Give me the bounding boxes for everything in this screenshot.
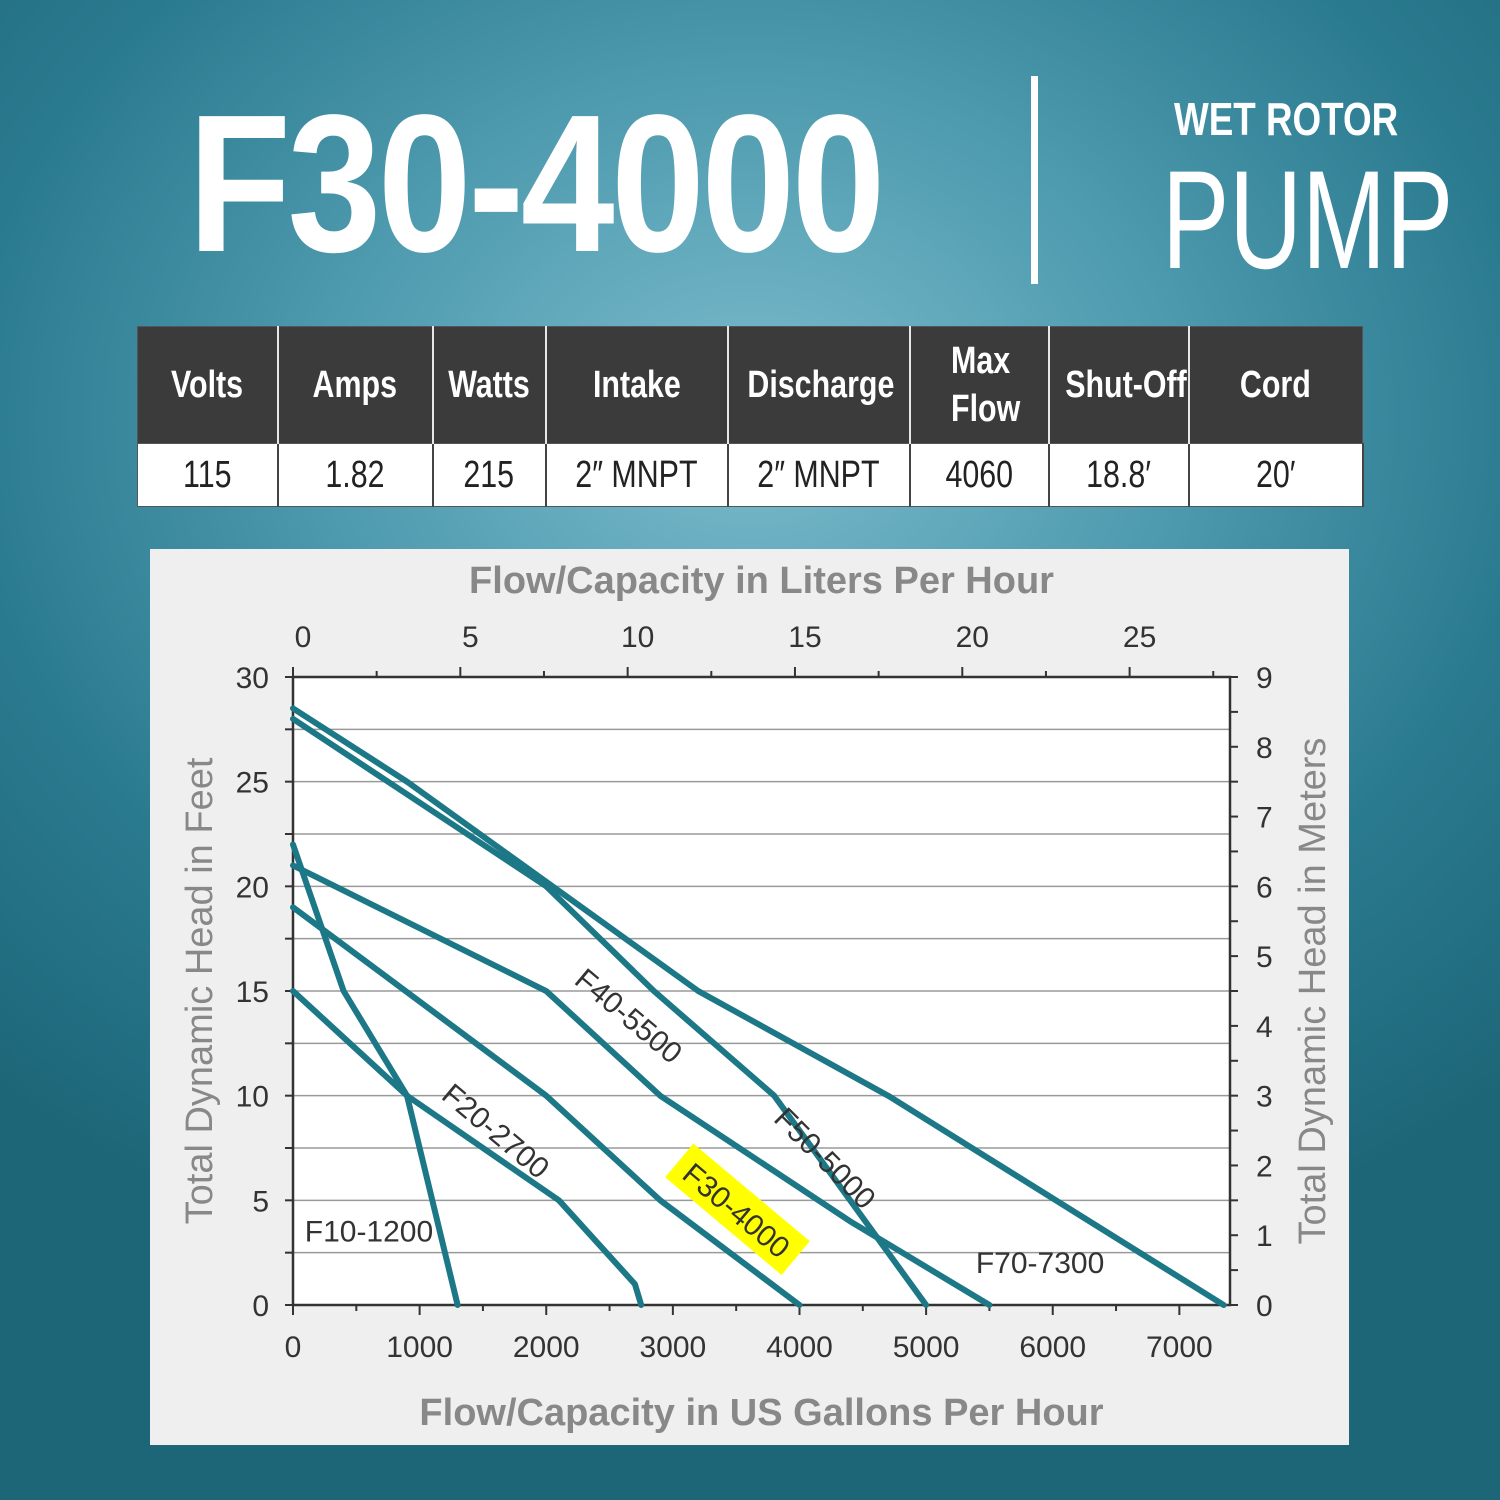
y2-tick-label: 5 — [1256, 941, 1273, 974]
model-title: F30-4000 — [188, 74, 885, 293]
spec-value-intake: 2″ MNPT — [545, 443, 729, 507]
y-tick-label: 0 — [252, 1290, 269, 1323]
x-tick-label: 2000 — [513, 1331, 580, 1364]
pump-curve-card: 0 1000 2000 3000 4000 5000 6000 7000 0 5 10 15 20 25 0… — [150, 549, 1349, 1445]
spec-header-intake: Intake — [545, 326, 729, 444]
spec-value-max-flow: 4060 — [909, 443, 1050, 507]
x2-tick-label: 20 — [956, 621, 989, 654]
y2-tick-label: 1 — [1256, 1220, 1273, 1253]
spec-header-amps: Amps — [277, 326, 434, 444]
series-line-f50-5000 — [290, 715, 930, 1308]
spec-value-watts: 215 — [432, 443, 547, 507]
spec-value-discharge: 2″ MNPT — [727, 443, 911, 507]
series-label-highlight — [665, 1143, 810, 1275]
spec-header-max-flow: Max Flow — [909, 326, 1050, 444]
y-axis-title: Total Dynamic Head in Feet — [179, 757, 221, 1224]
spec-header-shut-off: Shut-Off — [1048, 326, 1190, 444]
x-axis-title: Flow/Capacity in US Gallons Per Hour — [419, 1392, 1103, 1434]
y2-axis-title: Total Dynamic Head in Meters — [1292, 738, 1334, 1245]
pump-type-label: WET ROTOR — [1174, 93, 1399, 145]
y-tick-label: 25 — [236, 767, 269, 800]
x-tick-label: 5000 — [893, 1331, 960, 1364]
series-line-f70-7300 — [290, 705, 1227, 1308]
series-line-f40-5500 — [290, 862, 993, 1308]
x-tick-label: 0 — [285, 1331, 302, 1364]
series-line-f20-2700 — [290, 988, 645, 1308]
specs-value-row: 115 1.82 215 2″ MNPT 2″ MNPT 4060 18.8′ … — [137, 443, 1364, 507]
y2-tick-label: 4 — [1256, 1011, 1273, 1044]
spec-value-amps: 1.82 — [277, 443, 434, 507]
title-divider — [1031, 76, 1038, 284]
y-tick-label: 10 — [236, 1081, 269, 1114]
y2-tick-label: 9 — [1256, 662, 1273, 695]
y2-tick-label: 7 — [1256, 802, 1273, 835]
x2-tick-label: 10 — [621, 621, 654, 654]
x-tick-label: 4000 — [766, 1331, 833, 1364]
y-tick-label: 30 — [236, 662, 269, 695]
x2-tick-label: 25 — [1123, 621, 1156, 654]
spec-header-discharge: Discharge — [727, 326, 911, 444]
spec-value-volts: 115 — [137, 443, 279, 507]
y-tick-label: 15 — [236, 976, 269, 1009]
spec-header-watts: Watts — [432, 326, 547, 444]
y-tick-label: 20 — [236, 871, 269, 904]
x2-axis-title: Flow/Capacity in Liters Per Hour — [469, 560, 1054, 602]
series-label-f10-1200: F10-1200 — [305, 1216, 433, 1249]
series-label-f70-7300: F70-7300 — [976, 1247, 1104, 1280]
y2-tick-label: 6 — [1256, 871, 1273, 904]
specs-header-row: Volts Amps Watts Intake Discharge Max Fl… — [137, 326, 1363, 444]
x2-tick-label: 15 — [788, 621, 821, 654]
spec-header-cord: Cord — [1188, 326, 1363, 444]
x-tick-label: 3000 — [639, 1331, 706, 1364]
series-line-f10-1200 — [290, 841, 461, 1308]
x-tick-label: 6000 — [1019, 1331, 1086, 1364]
x2-tick-label: 5 — [462, 621, 479, 654]
x2-tick-label: 0 — [295, 621, 312, 654]
y2-tick-label: 2 — [1256, 1150, 1273, 1183]
y2-tick-label: 3 — [1256, 1081, 1273, 1114]
y-tick-label: 5 — [252, 1185, 269, 1218]
pump-type-title: PUMP — [1162, 141, 1454, 298]
x-tick-label: 1000 — [386, 1331, 453, 1364]
x-tick-label: 7000 — [1146, 1331, 1213, 1364]
spec-value-shut-off: 18.8′ — [1048, 443, 1190, 507]
spec-header-volts: Volts — [137, 326, 279, 444]
y2-tick-label: 8 — [1256, 732, 1273, 765]
spec-value-cord: 20′ — [1188, 443, 1364, 507]
series-line-f30-4000 — [290, 904, 803, 1308]
y2-tick-label: 0 — [1256, 1290, 1273, 1323]
specs-table: Volts Amps Watts Intake Discharge Max Fl… — [137, 326, 1364, 507]
